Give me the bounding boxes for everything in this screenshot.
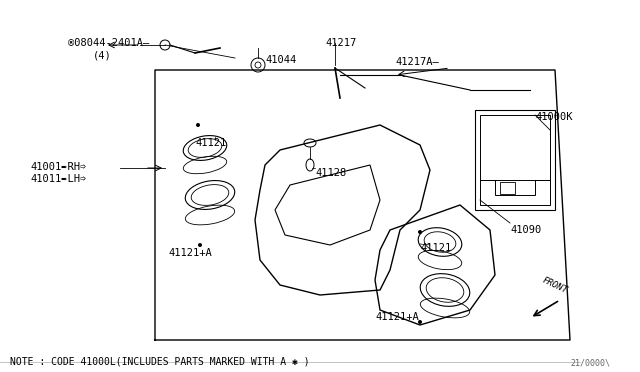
Polygon shape [275,165,380,245]
Ellipse shape [418,230,422,234]
Text: (4): (4) [93,50,112,60]
Text: 41121+A: 41121+A [168,248,212,258]
Text: 41044: 41044 [265,55,296,65]
Text: 41001➨RH➩: 41001➨RH➩ [30,162,86,172]
Bar [500,182,515,194]
Text: 21/0000\: 21/0000\ [570,358,610,367]
Text: 41217: 41217 [325,38,356,48]
Text: 41090: 41090 [510,225,541,235]
Text: 41217A—: 41217A— [395,57,439,67]
Text: 41011➨LH➩: 41011➨LH➩ [30,174,86,184]
Text: 41121: 41121 [195,138,227,148]
Text: NOTE : CODE 41000L(INCLUDES PARTS MARKED WITH A ✱ ): NOTE : CODE 41000L(INCLUDES PARTS MARKED… [10,356,310,366]
Text: ®08044-2401A—: ®08044-2401A— [68,38,149,48]
Ellipse shape [198,243,202,247]
Ellipse shape [418,320,422,324]
Text: 41121+A: 41121+A [375,312,419,322]
Bar [475,110,555,210]
Text: FRONT: FRONT [541,276,569,295]
Text: 41121: 41121 [420,243,451,253]
Text: 41128: 41128 [315,168,346,178]
Text: 41000K: 41000K [535,112,573,122]
Bar [480,115,550,180]
Ellipse shape [196,123,200,127]
